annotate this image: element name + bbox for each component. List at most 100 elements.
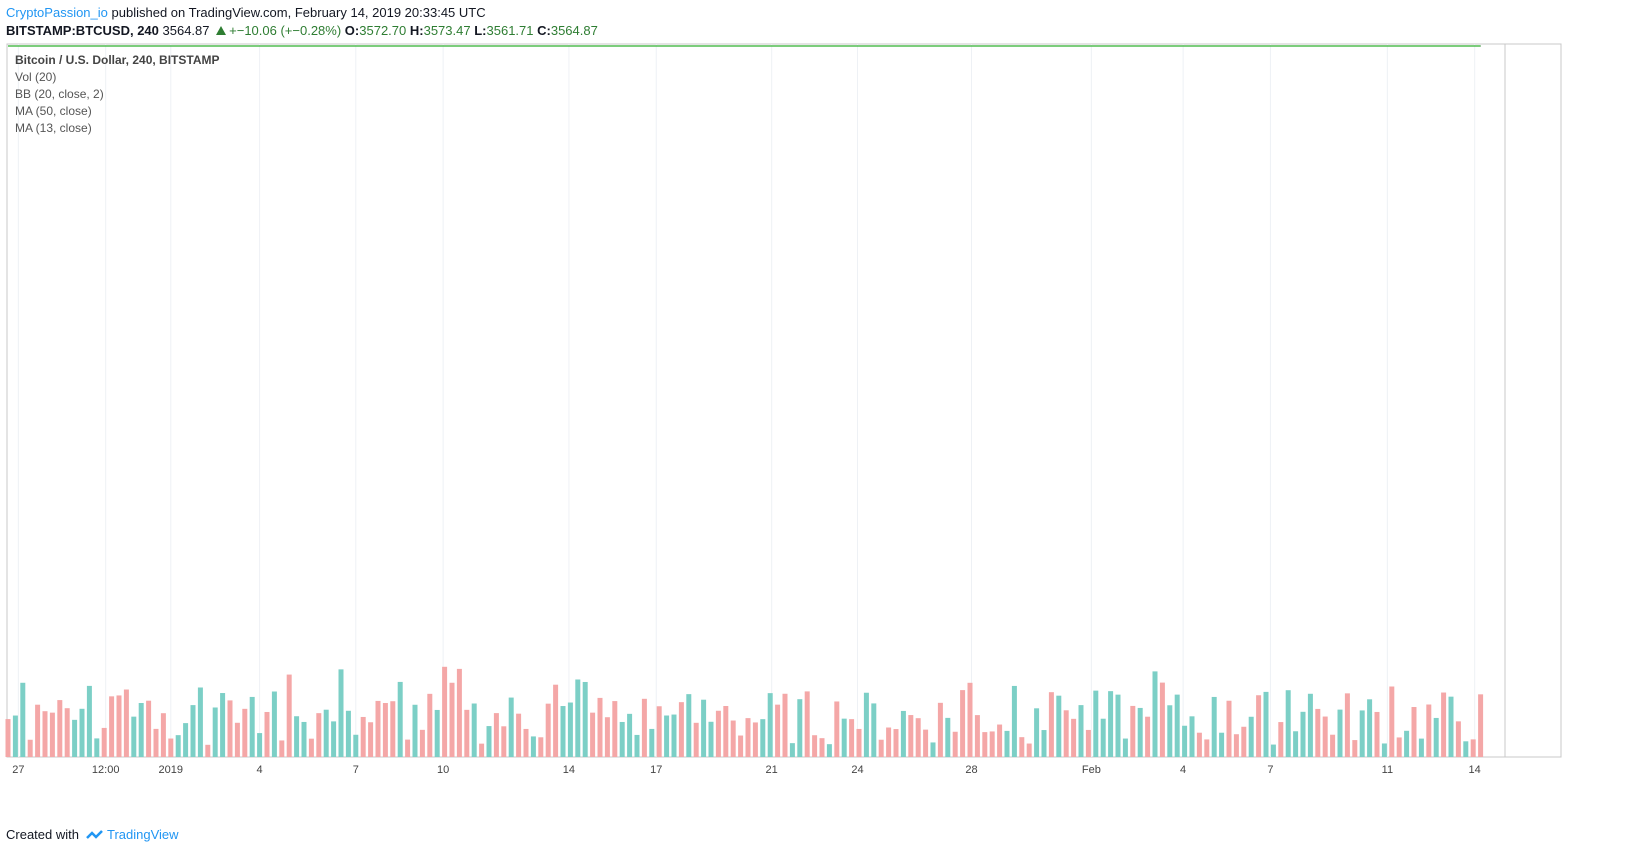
volume-bar: [960, 690, 966, 757]
volume-bar: [1270, 744, 1276, 757]
time-tick-label: 2019: [159, 764, 183, 776]
volume-bar: [72, 719, 78, 757]
time-tick-label: 7: [353, 764, 359, 776]
volume-bar: [1248, 716, 1254, 757]
volume-bar: [1093, 690, 1099, 757]
time-tick-label: 10: [437, 764, 449, 776]
open-label: O:: [344, 23, 360, 38]
volume-bar: [79, 708, 85, 757]
volume-bar: [1396, 737, 1402, 757]
volume-bar: [900, 710, 906, 757]
volume-bar: [323, 709, 329, 757]
time-tick-label: 11: [1382, 764, 1393, 776]
time-tick-label: 4: [257, 764, 263, 776]
volume-bar: [826, 744, 832, 757]
volume-bar: [1034, 708, 1040, 757]
legend-ma13: MA (13, close): [15, 121, 92, 135]
volume-bar: [294, 716, 300, 757]
volume-bar: [479, 743, 485, 757]
volume-bar: [812, 735, 818, 757]
volume-bar: [1130, 705, 1136, 757]
volume-bar: [390, 701, 396, 757]
volume-bar: [1085, 729, 1091, 757]
volume-bar: [42, 711, 48, 757]
volume-bar: [538, 737, 544, 757]
volume-bar: [745, 718, 751, 757]
volume-bar: [1241, 726, 1247, 757]
volume-bar: [1056, 695, 1062, 757]
volume-bar: [1418, 738, 1424, 757]
volume-bar: [249, 696, 255, 757]
volume-bar: [1041, 730, 1047, 757]
volume-bar: [331, 721, 337, 757]
volume-bar: [412, 704, 418, 757]
time-tick-label: 17: [650, 764, 662, 776]
volume-bar: [671, 714, 677, 757]
volume-bar: [279, 740, 285, 757]
volume-bar: [1322, 716, 1328, 757]
tradingview-brand[interactable]: TradingView: [107, 827, 179, 842]
volume-bar: [775, 704, 781, 757]
volume-bar: [442, 666, 448, 757]
volume-bar: [567, 702, 573, 757]
volume-bar: [841, 718, 847, 757]
volume-bar: [94, 738, 100, 757]
axis-frame: [1504, 43, 1562, 758]
volume-bar: [1048, 692, 1054, 757]
volume-bar: [738, 735, 744, 757]
volume-bar: [886, 727, 892, 757]
volume-bar: [353, 734, 359, 757]
low-label: L:: [474, 23, 487, 38]
author-link[interactable]: CryptoPassion_io: [6, 5, 108, 20]
time-tick-label: Feb: [1082, 764, 1101, 776]
volume-bar: [419, 729, 425, 757]
volume-bar: [1285, 690, 1291, 757]
volume-bar: [449, 682, 455, 757]
volume-bar: [316, 713, 322, 757]
time-tick-label: 28: [965, 764, 977, 776]
volume-bar: [1071, 718, 1077, 757]
volume-bar: [382, 703, 388, 757]
volume-bar: [715, 710, 721, 757]
volume-bar: [649, 728, 655, 757]
volume-bar: [1470, 739, 1476, 757]
legend-ma50: MA (50, close): [15, 104, 92, 118]
volume-bar: [708, 721, 714, 757]
volume-bar: [1159, 682, 1165, 757]
volume-bar: [345, 710, 351, 757]
volume-bar: [501, 726, 507, 757]
volume-bar: [456, 668, 462, 757]
volume-bar: [1152, 671, 1158, 757]
volume-bar: [1315, 708, 1321, 757]
volume-bar: [1256, 695, 1262, 757]
volume-bar: [131, 716, 137, 757]
legend-vol: Vol (20): [15, 70, 57, 84]
volume-bar: [1233, 734, 1239, 757]
volume-bar: [405, 739, 411, 757]
volume-bar: [1307, 693, 1313, 757]
created-with-text: Created with: [6, 827, 79, 842]
volume-bar: [301, 721, 307, 757]
volume-bar: [168, 738, 174, 757]
volume-bar: [553, 684, 559, 757]
volume-bar: [590, 712, 596, 757]
volume-bar: [545, 703, 551, 757]
volume-bar: [982, 732, 988, 757]
time-tick-label: 4: [1180, 764, 1186, 776]
volume-bar: [560, 706, 566, 757]
volume-bar: [1433, 717, 1439, 757]
volume-bar: [989, 731, 995, 757]
volume-bar: [1182, 725, 1188, 757]
volume-bar: [205, 744, 211, 757]
volume-bar: [1448, 696, 1454, 757]
volume-bar: [730, 720, 736, 757]
volume-bar: [427, 693, 433, 757]
volume-bar: [664, 715, 670, 757]
volume-bar: [183, 723, 189, 757]
legend-bb: BB (20, close, 2): [15, 87, 104, 101]
volume-bar: [308, 738, 314, 757]
volume-bar: [138, 703, 144, 757]
volume-bar: [5, 719, 11, 757]
volume-bar: [190, 705, 196, 757]
